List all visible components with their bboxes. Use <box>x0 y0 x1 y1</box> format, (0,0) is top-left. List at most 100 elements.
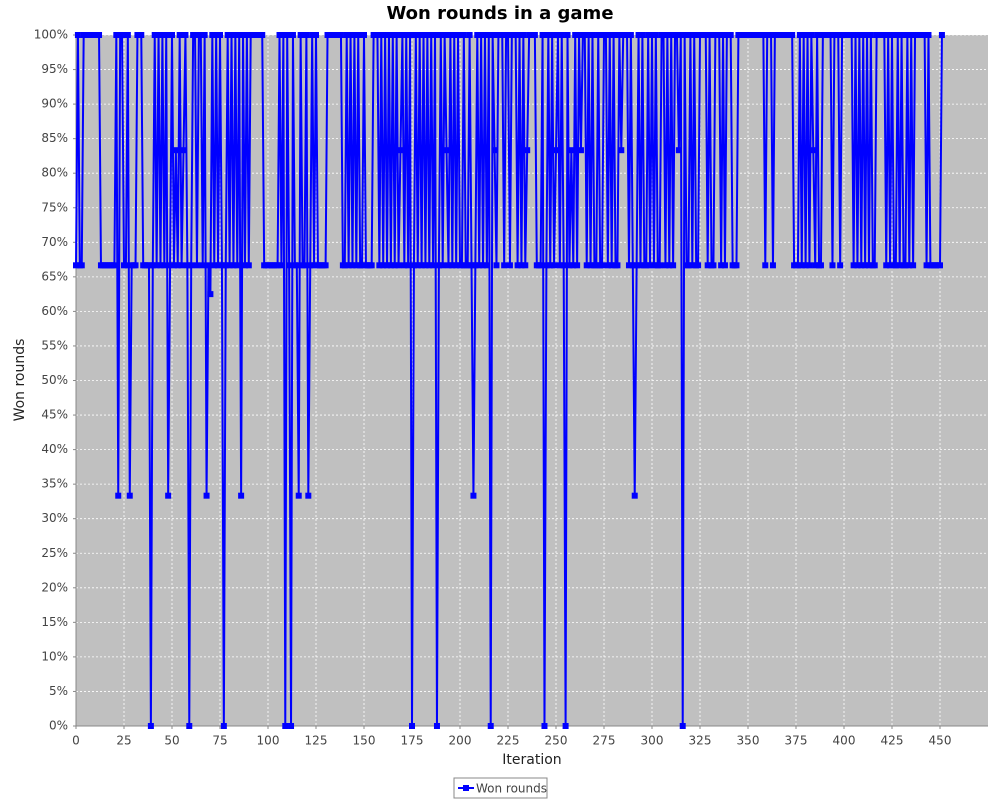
point-marker <box>810 147 817 154</box>
point-marker <box>670 262 677 269</box>
point-marker <box>222 262 229 269</box>
point-marker <box>201 32 208 38</box>
point-marker <box>483 262 490 269</box>
point-marker <box>443 147 450 154</box>
x-tick-label: 400 <box>833 734 856 748</box>
point-marker <box>568 147 575 154</box>
point-marker <box>412 32 419 38</box>
point-marker <box>643 262 650 269</box>
y-tick-label: 50% <box>41 373 68 387</box>
point-marker <box>871 262 878 269</box>
x-tick-label: 25 <box>116 734 131 748</box>
point-marker <box>474 32 481 38</box>
point-marker <box>562 723 569 729</box>
point-marker <box>405 262 412 269</box>
point-marker <box>186 723 193 729</box>
x-tick-label: 50 <box>164 734 179 748</box>
point-marker <box>837 262 844 269</box>
point-marker <box>817 262 824 269</box>
point-marker <box>286 262 293 269</box>
point-marker <box>245 262 252 269</box>
x-tick-label: 350 <box>737 734 760 748</box>
y-axis-label: Won rounds <box>12 339 28 422</box>
point-marker <box>505 32 511 38</box>
point-marker <box>470 492 477 499</box>
y-tick-label: 55% <box>41 338 68 352</box>
point-marker <box>433 723 440 729</box>
point-marker <box>896 262 903 269</box>
point-marker <box>566 262 573 269</box>
point-marker <box>472 262 479 269</box>
point-marker <box>602 32 609 38</box>
point-marker <box>520 32 527 38</box>
point-marker <box>574 262 581 269</box>
y-tick-label: 75% <box>41 200 68 214</box>
x-tick-label: 250 <box>545 734 568 748</box>
point-marker <box>716 32 723 38</box>
point-marker <box>595 32 602 38</box>
point-marker <box>453 262 460 269</box>
point-marker <box>288 723 295 729</box>
point-marker <box>382 32 389 38</box>
point-marker <box>806 262 813 269</box>
point-marker <box>337 32 344 38</box>
point-marker <box>368 262 375 269</box>
point-marker <box>182 32 189 38</box>
point-marker <box>501 262 508 269</box>
point-marker <box>572 32 579 38</box>
point-marker <box>664 32 671 38</box>
point-marker <box>184 262 191 269</box>
point-marker <box>547 262 554 269</box>
point-marker <box>506 262 513 269</box>
point-marker <box>848 32 855 38</box>
y-tick-label: 25% <box>41 546 68 560</box>
point-marker <box>827 32 834 38</box>
y-tick-label: 60% <box>41 304 68 318</box>
point-marker <box>359 262 366 269</box>
point-marker <box>624 32 631 38</box>
point-marker <box>656 262 663 269</box>
point-marker <box>341 262 348 269</box>
point-marker <box>378 32 385 38</box>
point-marker <box>585 32 592 38</box>
point-marker <box>798 262 805 269</box>
point-marker <box>629 262 636 269</box>
point-marker <box>395 262 402 269</box>
point-marker <box>691 32 698 38</box>
x-tick-label: 300 <box>641 734 664 748</box>
point-marker <box>864 32 871 38</box>
point-marker <box>169 32 175 38</box>
point-marker <box>172 147 179 154</box>
point-marker <box>96 32 103 38</box>
point-marker <box>480 262 487 269</box>
point-marker <box>687 32 694 38</box>
point-marker <box>424 32 431 38</box>
point-marker <box>768 32 775 38</box>
point-marker <box>710 262 717 269</box>
point-marker <box>313 32 319 38</box>
point-marker <box>706 32 713 38</box>
point-marker <box>174 262 181 269</box>
point-marker <box>399 32 406 38</box>
y-tick-label: 0% <box>49 719 68 733</box>
point-marker <box>441 32 448 38</box>
point-marker <box>145 262 152 269</box>
point-marker <box>604 262 611 269</box>
point-marker <box>796 32 803 38</box>
point-marker <box>718 262 725 269</box>
point-marker <box>180 147 187 154</box>
point-marker <box>78 262 85 269</box>
point-marker <box>414 262 421 269</box>
point-marker <box>769 262 776 269</box>
point-marker <box>885 32 892 38</box>
point-marker <box>205 262 212 269</box>
point-marker <box>238 492 245 499</box>
point-marker <box>464 262 471 269</box>
point-marker <box>374 32 381 38</box>
point-marker <box>274 262 281 269</box>
point-marker <box>167 262 174 269</box>
point-marker <box>887 262 894 269</box>
point-marker <box>581 32 588 38</box>
point-marker <box>867 32 874 38</box>
point-marker <box>549 32 556 38</box>
